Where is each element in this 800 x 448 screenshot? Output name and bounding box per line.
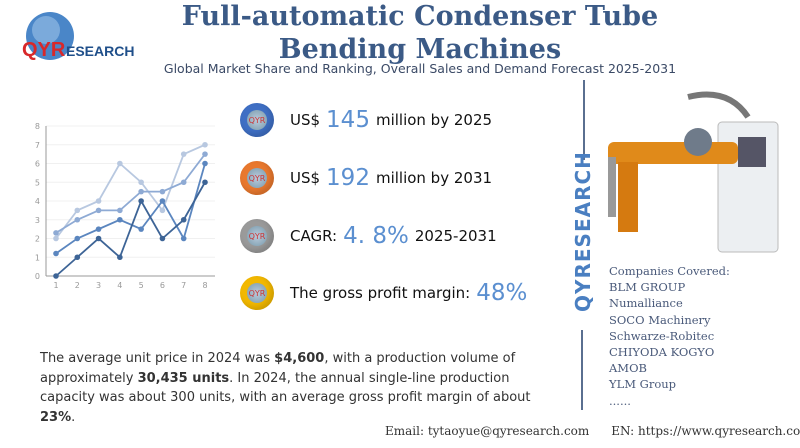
x-tick-label: 8 [202,281,207,290]
company-item: ...... [609,393,631,408]
stat-value: 48% [476,280,528,306]
email-link[interactable]: Email: tytaoyue@qyresearch.com [385,424,590,438]
series-line [55,153,206,234]
data-point [180,179,187,186]
data-point [159,207,166,214]
svg-text:QYR: QYR [22,39,66,61]
data-point [53,230,59,236]
y-tick-label: 7 [35,141,40,150]
company-item: Numalliance [609,296,683,311]
stat-prefix: CAGR: [290,227,338,245]
y-tick-label: 2 [35,235,40,244]
stat-row: QYR US$ 145 million by 2025 [240,100,492,140]
data-point [74,235,81,242]
data-point [159,188,166,195]
gross-margin: 23% [40,409,72,425]
data-point [53,273,59,279]
series-line [55,143,206,240]
stat-prefix: US$ [290,169,321,187]
page-title: Full-automatic Condenser Tube Bending Ma… [181,1,659,65]
stat-suffix: 2025-2031 [414,227,497,245]
data-point [53,250,59,257]
stat-prefix: The gross profit margin: [290,284,471,302]
data-point [180,151,187,157]
x-tick-label: 6 [160,281,165,290]
stat-value: 4. 8% [343,223,409,249]
svg-text:ESEARCH: ESEARCH [66,43,134,59]
qyr-globe-icon: QYR [240,276,274,310]
footer: Email: tytaoyue@qyresearch.com EN: https:… [385,424,800,438]
series-line [55,163,206,255]
data-point [180,216,187,223]
production-volume: 30,435 units [137,370,230,386]
stat-value: 192 [326,165,370,191]
x-tick-label: 3 [96,281,101,290]
x-tick-label: 4 [117,281,122,290]
companies-title: Companies Covered: [609,264,730,278]
company-item: SOCO Machinery [609,312,711,327]
y-tick-label: 0 [35,272,40,281]
data-point [138,188,144,195]
stat-row: QYR CAGR: 4. 8% 2025-2031 [240,216,497,256]
line-chart: 0 1 2 3 4 5 6 7 8 1 2 3 4 5 6 7 8 [35,122,215,290]
data-point [138,198,144,204]
data-point [159,198,166,204]
data-point [138,179,144,186]
data-point [95,235,102,242]
data-point [53,235,59,242]
divider [583,80,585,160]
data-point [202,160,208,167]
data-point [95,207,102,214]
qyr-globe-icon: QYR [240,219,274,253]
y-tick-label: 6 [35,160,40,169]
data-point [138,226,144,232]
qyr-globe-icon: QYR [240,161,274,195]
company-item: CHIYODA KOGYO [609,345,715,360]
companies-list: Companies Covered: BLM GROUP Numalliance… [609,263,730,409]
x-tick-label: 7 [181,281,186,290]
data-point [202,179,208,186]
company-item: Schwarze-Robitec [609,328,715,343]
data-point [202,141,208,148]
company-item: BLM GROUP [609,280,686,295]
data-point [117,207,123,214]
x-tick-label: 1 [53,281,58,290]
stat-row: QYR The gross profit margin: 48% [240,273,533,313]
data-point [95,226,102,232]
qyr-globe-icon: QYR [240,103,274,137]
vertical-brand: QYRESEARCH [571,151,595,312]
page-subtitle: Global Market Share and Ranking, Overall… [163,61,677,76]
qyresearch-logo: QYR ESEARCH [18,8,158,68]
data-point [74,216,81,223]
summary-paragraph: The average unit price in 2024 was $4,60… [40,351,531,425]
stat-suffix: million by 2031 [375,169,493,187]
machine-image [598,82,793,257]
stat-value: 145 [326,107,370,133]
y-tick-label: 1 [35,253,40,262]
data-point [180,235,187,242]
series-line [55,181,206,277]
unit-price: $4,600 [274,351,325,366]
stat-prefix: US$ [290,111,321,129]
data-point [95,198,102,204]
y-tick-label: 4 [35,197,40,206]
company-item: AMOB [609,361,647,376]
stat-suffix: million by 2025 [375,111,493,129]
data-point [74,254,81,261]
y-tick-label: 8 [35,122,40,131]
data-point [117,216,123,223]
x-tick-label: 5 [139,281,144,290]
x-tick-label: 2 [75,281,80,290]
data-point [117,254,123,261]
divider [581,330,583,410]
y-tick-label: 3 [35,216,40,225]
stat-row: QYR US$ 192 million by 2031 [240,158,492,198]
data-point [117,160,123,167]
website-link[interactable]: EN: https://www.qyresearch.com [611,424,800,438]
company-item: YLM Group [609,377,677,392]
data-point [74,207,81,214]
y-tick-label: 5 [35,178,40,187]
data-point [159,235,166,242]
data-point [202,151,208,157]
